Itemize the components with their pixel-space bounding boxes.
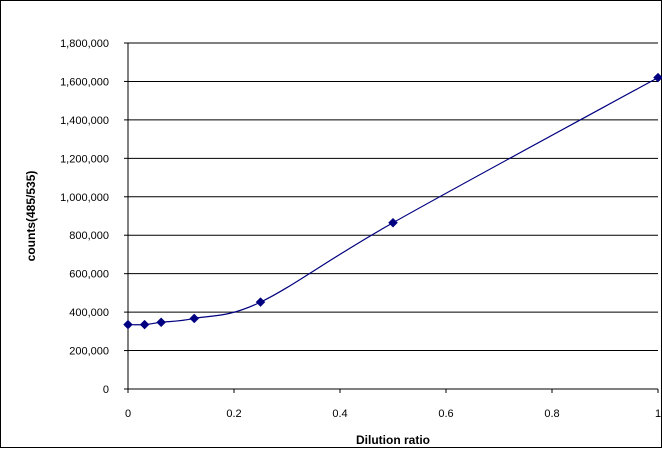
grid-lines (128, 43, 658, 351)
y-tick-label: 1,800,000 (60, 38, 109, 50)
y-tick-label: 0 (103, 384, 109, 396)
data-point-marker (389, 218, 398, 227)
data-point-marker (140, 320, 149, 329)
axes (124, 43, 658, 393)
x-tick-label: 0.2 (226, 408, 241, 420)
y-axis-title: counts(485/535) (24, 171, 38, 262)
y-tick-label: 1,400,000 (60, 115, 109, 127)
x-tick-label: 0.4 (332, 408, 347, 420)
series-line (128, 78, 658, 325)
x-tick-label: 1 (655, 408, 661, 420)
y-tick-label: 800,000 (69, 230, 109, 242)
y-tick-labels: 0 200,000 400,000 600,000 800,000 1,000,000 1,… (60, 38, 109, 396)
x-tick-label: 0 (125, 408, 131, 420)
data-point-marker (654, 73, 662, 82)
data-points (124, 73, 662, 329)
data-point-marker (190, 314, 199, 323)
y-tick-label: 400,000 (69, 307, 109, 319)
y-tick-label: 200,000 (69, 346, 109, 358)
x-axis-title: Dilution ratio (356, 433, 430, 447)
y-tick-label: 600,000 (69, 269, 109, 281)
x-tick-labels: 0 0.2 0.4 0.6 0.8 1 (125, 408, 661, 420)
y-tick-label: 1,000,000 (60, 192, 109, 204)
y-tick-label: 1,200,000 (60, 153, 109, 165)
y-tick-label: 1,600,000 (60, 76, 109, 88)
x-tick-label: 0.6 (438, 408, 453, 420)
series-line-path (128, 78, 658, 325)
data-point-marker (124, 320, 133, 329)
x-tick-label: 0.8 (544, 408, 559, 420)
data-point-marker (256, 298, 265, 307)
data-point-marker (157, 318, 166, 327)
